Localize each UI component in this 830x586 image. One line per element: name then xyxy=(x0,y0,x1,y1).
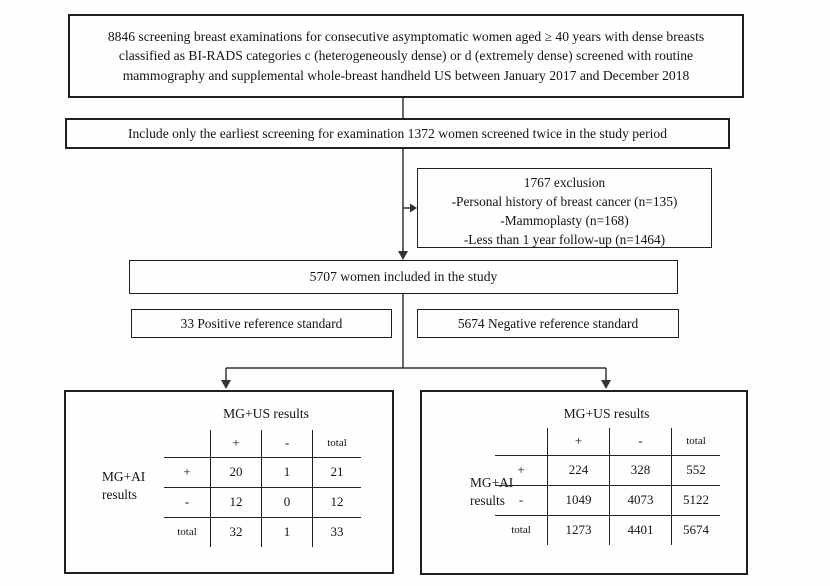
positive-reference-box: 33 Positive reference standard xyxy=(131,309,392,338)
negative-contingency-box: MG+US results MG+AI results + - total + … xyxy=(420,390,748,575)
table-row: + 224 328 552 xyxy=(495,454,720,485)
row-label: + xyxy=(495,454,548,485)
earliest-screening-box: Include only the earliest screening for … xyxy=(65,118,730,149)
table-cell: 4401 xyxy=(609,514,672,545)
table-row: total 32 1 33 xyxy=(164,516,361,547)
exclusion-item: -Personal history of breast cancer (n=13… xyxy=(451,194,678,209)
table-cell: 552 xyxy=(671,454,720,485)
exclusion-item: -Mammoplasty (n=168) xyxy=(500,213,629,228)
earliest-screening-text: Include only the earliest screening for … xyxy=(127,125,668,141)
arrowhead-right-table xyxy=(601,380,611,389)
table-cell: 33 xyxy=(312,516,361,547)
table-cell: 1049 xyxy=(547,484,610,515)
corner-cell xyxy=(164,430,211,457)
negative-table-title: MG+US results xyxy=(563,406,650,421)
positive-contingency-box: MG+US results MG+AI results + - total + … xyxy=(64,390,394,574)
exclusion-box: 1767 exclusion -Personal history of brea… xyxy=(417,168,712,248)
positive-table-row-axis-label: MG+AI results xyxy=(102,469,146,502)
positive-contingency-table: + - total + 20 1 21 - 12 0 12 total 32 1… xyxy=(164,430,361,547)
table-cell: 12 xyxy=(312,486,361,517)
screening-population-box: 8846 screening breast examinations for c… xyxy=(68,14,744,98)
table-cell: 20 xyxy=(210,456,262,487)
row-label: total xyxy=(164,516,211,547)
table-row: - 1049 4073 5122 xyxy=(495,484,720,515)
col-header: - xyxy=(261,430,313,457)
table-cell: 5674 xyxy=(671,514,720,545)
arrowhead-left-table xyxy=(221,380,231,389)
screening-population-text: 8846 screening breast examinations for c… xyxy=(107,28,705,83)
table-cell: 328 xyxy=(609,454,672,485)
exclusion-title: 1767 exclusion xyxy=(523,175,606,190)
table-cell: 1 xyxy=(261,516,313,547)
table-cell: 21 xyxy=(312,456,361,487)
table-header-row: + - total xyxy=(495,428,720,455)
corner-cell xyxy=(495,428,548,455)
table-header-row: + - total xyxy=(164,430,361,457)
col-header: + xyxy=(210,430,262,457)
col-header: - xyxy=(609,428,672,455)
table-row: + 20 1 21 xyxy=(164,456,361,487)
negative-reference-box: 5674 Negative reference standard xyxy=(417,309,679,338)
row-label: - xyxy=(495,484,548,515)
included-text: 5707 women included in the study xyxy=(309,269,498,284)
table-cell: 32 xyxy=(210,516,262,547)
negative-reference-text: 5674 Negative reference standard xyxy=(457,315,639,331)
col-header: total xyxy=(671,428,720,455)
row-label: total xyxy=(495,514,548,545)
table-row: - 12 0 12 xyxy=(164,486,361,517)
col-header: total xyxy=(312,430,361,457)
row-label: - xyxy=(164,486,211,517)
negative-contingency-table: + - total + 224 328 552 - 1049 4073 5122… xyxy=(495,428,720,545)
table-row: total 1273 4401 5674 xyxy=(495,514,720,545)
table-cell: 1273 xyxy=(547,514,610,545)
exclusion-item: -Less than 1 year follow-up (n=1464) xyxy=(463,232,666,247)
row-label: + xyxy=(164,456,211,487)
positive-table-title: MG+US results xyxy=(223,406,309,421)
col-header: + xyxy=(547,428,610,455)
table-cell: 224 xyxy=(547,454,610,485)
table-cell: 1 xyxy=(261,456,313,487)
table-cell: 4073 xyxy=(609,484,672,515)
arrowhead-exclusion xyxy=(410,203,417,213)
included-box: 5707 women included in the study xyxy=(129,260,678,294)
arrowhead-included xyxy=(398,251,408,260)
table-cell: 12 xyxy=(210,486,262,517)
table-cell: 5122 xyxy=(671,484,720,515)
positive-reference-text: 33 Positive reference standard xyxy=(180,315,343,331)
table-cell: 0 xyxy=(261,486,313,517)
